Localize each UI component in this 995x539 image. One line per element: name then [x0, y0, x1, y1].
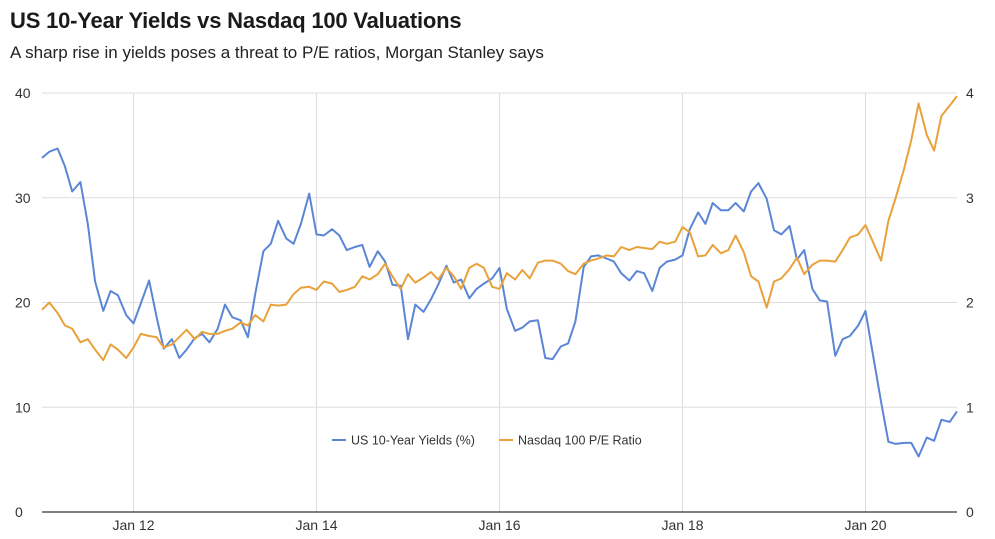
y-right-tick-label: 4: [966, 85, 974, 101]
y-right-tick-label: 3: [966, 190, 974, 206]
x-tick-label: Jan 16: [478, 517, 520, 533]
x-tick-label: Jan 12: [112, 517, 154, 533]
y-right-tick-label: 0: [966, 504, 974, 520]
x-tick-label: Jan 20: [844, 517, 886, 533]
y-left-tick-label: 40: [15, 85, 31, 101]
y-right-tick-label: 1: [966, 399, 974, 415]
y-left-tick-label: 20: [15, 295, 31, 311]
chart-title: US 10-Year Yields vs Nasdaq 100 Valuatio…: [10, 8, 462, 33]
x-tick-label: Jan 14: [295, 517, 337, 533]
legend-pe-ratio-label: Nasdaq 100 P/E Ratio: [518, 434, 642, 448]
pe-ratio-series-line: [41, 95, 958, 362]
legend-yields-label: US 10-Year Yields (%): [351, 434, 475, 448]
y-right-tick-label: 2: [966, 295, 974, 311]
x-tick-label: Jan 18: [661, 517, 703, 533]
y-left-tick-label: 0: [15, 504, 23, 520]
y-left-tick-label: 10: [15, 399, 31, 415]
chart-subtitle: A sharp rise in yields poses a threat to…: [10, 43, 544, 62]
y-left-tick-label: 30: [15, 190, 31, 206]
